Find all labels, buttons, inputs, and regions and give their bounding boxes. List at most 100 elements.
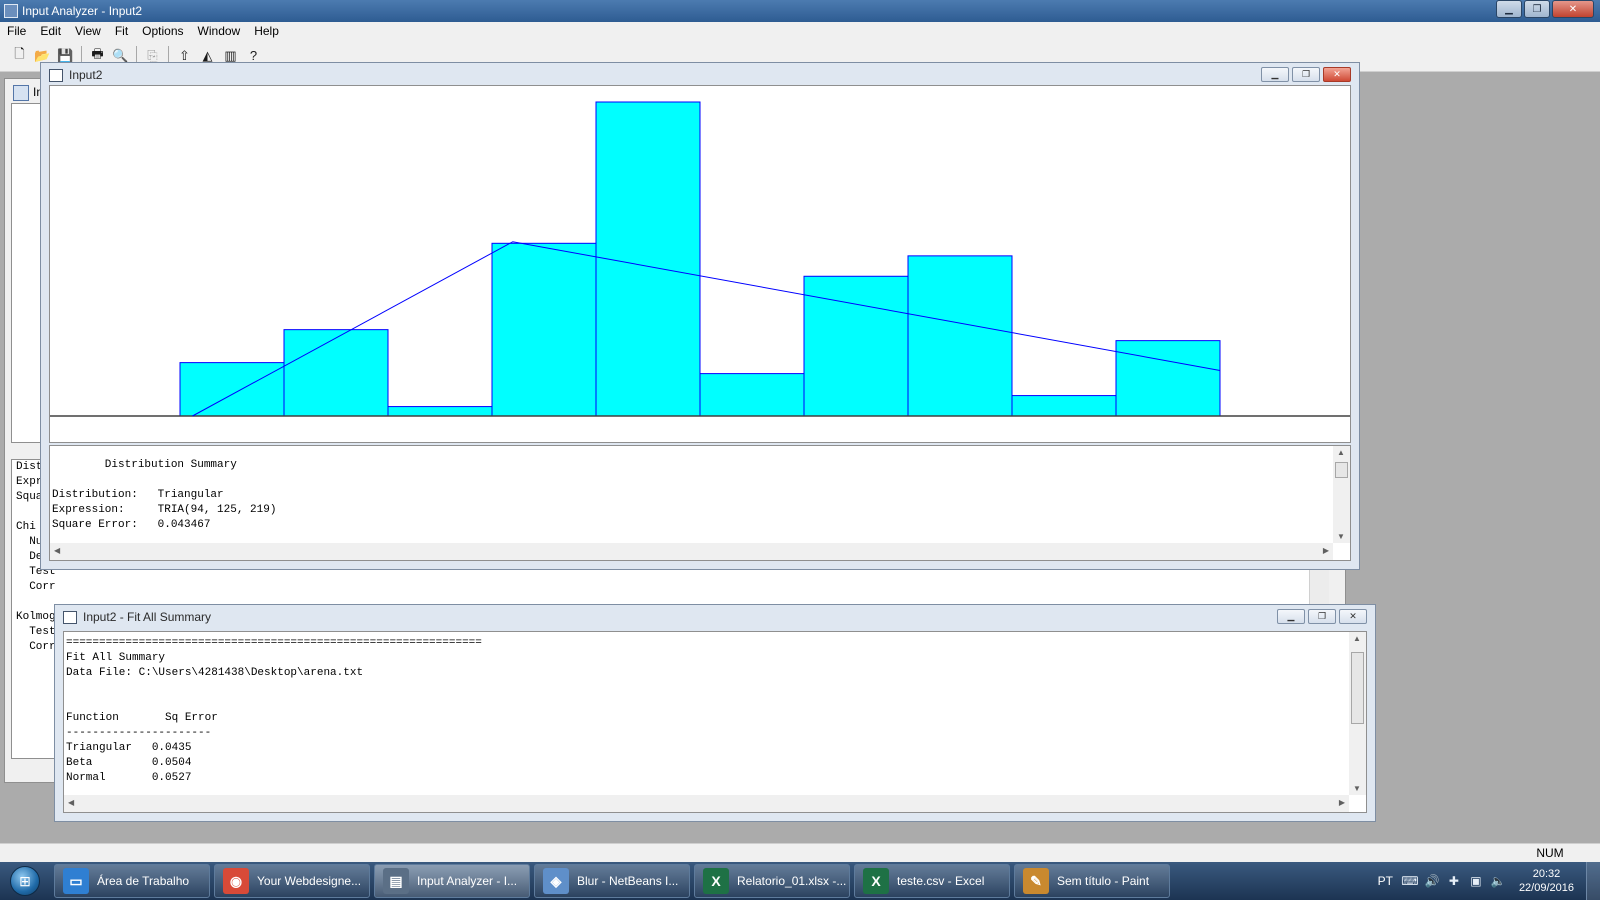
fit-window-close-button[interactable]: ✕ [1339, 609, 1367, 624]
fit-vertical-scrollbar[interactable]: ▲ ▼ [1349, 632, 1366, 795]
taskbar-item-label: Input Analyzer - I... [417, 874, 518, 888]
print-icon[interactable]: 🖶 [91, 45, 104, 61]
minimize-button[interactable]: ▁ [1496, 0, 1522, 18]
histogram-bar [1011, 395, 1117, 417]
fitted-distribution-curve [192, 241, 1221, 417]
language-indicator[interactable]: PT [1377, 874, 1393, 888]
fit-summary-line [66, 681, 482, 696]
context-help-icon[interactable]: ? [249, 48, 258, 63]
fit-scroll-left-arrow-icon[interactable]: ◀ [68, 798, 75, 807]
chart-window-maximize-button[interactable]: ❐ [1292, 67, 1320, 82]
fit-horizontal-scrollbar[interactable]: ◀ ▶ [64, 795, 1349, 812]
fit-summary-line: Normal 0.0527 [66, 772, 192, 784]
menu-options[interactable]: Options [142, 24, 184, 38]
app-icon [4, 4, 18, 18]
menu-fit[interactable]: Fit [114, 24, 129, 38]
desktop-icon: ▭ [63, 868, 89, 894]
menu-window[interactable]: Window [197, 24, 241, 38]
scroll-up-arrow-icon[interactable]: ▲ [1337, 448, 1345, 457]
fit-window-title-bar[interactable]: Input2 - Fit All Summary [55, 605, 1375, 629]
taskbar: ⊞ ▭ Área de Trabalho ◉ Your Webdesigne... ▤ I… [0, 862, 1600, 900]
summary-line [52, 473, 276, 488]
distribution-summary-pane[interactable]: Distribution Summary Distribution: Triang… [49, 445, 1351, 561]
save-icon[interactable]: 💾 [57, 47, 74, 63]
background-text-line: Dist [16, 461, 43, 473]
summary-vertical-scrollbar[interactable]: ▲ ▼ [1333, 446, 1350, 543]
scroll-thumb[interactable] [1335, 462, 1348, 478]
security-icon[interactable]: ✚ [1448, 874, 1459, 888]
menu-help[interactable]: Help [254, 24, 279, 38]
close-button[interactable]: ✕ [1552, 0, 1594, 18]
scroll-down-arrow-icon[interactable]: ▼ [1337, 532, 1345, 541]
fit-distribution-icon[interactable]: ◭ [202, 47, 213, 63]
fit-scroll-up-arrow-icon[interactable]: ▲ [1353, 634, 1361, 643]
background-text-line: Squa [16, 491, 43, 503]
fit-summary-line [66, 696, 482, 711]
clock[interactable]: 20:32 22/09/2016 [1519, 867, 1574, 895]
taskbar-item[interactable]: ◉ Your Webdesigne... [214, 864, 370, 898]
taskbar-item[interactable]: X Relatorio_01.xlsx -... [694, 864, 850, 898]
histogram-bar [283, 329, 389, 417]
system-tray: PT ⌨ 🔊 ✚ ▣ 🔈 20:32 22/09/2016 [1378, 862, 1600, 900]
scroll-left-arrow-icon[interactable]: ◀ [54, 546, 61, 555]
background-text-line: Test [16, 626, 56, 638]
background-text-line: Expr [16, 476, 43, 488]
fit-window-minimize-button[interactable]: ▁ [1277, 609, 1305, 624]
volume-icon[interactable]: 🔊 [1424, 874, 1440, 888]
scroll-right-arrow-icon[interactable]: ▶ [1322, 546, 1329, 555]
taskbar-item[interactable]: ▤ Input Analyzer - I... [374, 864, 530, 898]
histogram-chart [50, 101, 1350, 417]
fit-summary-line: ========================================… [66, 637, 482, 649]
chart-window-controls: ▁ ❐ ✕ [1261, 67, 1351, 82]
taskbar-items: ▭ Área de Trabalho ◉ Your Webdesigne... ▤ Inp… [50, 864, 1170, 898]
netbeans-icon: ◈ [543, 868, 569, 894]
menu-bar: File Edit View Fit Options Window Help [0, 22, 1600, 40]
copy-icon[interactable]: ⎘ [147, 47, 158, 63]
toolbar-separator [168, 45, 169, 66]
network-icon[interactable]: ▣ [1470, 874, 1482, 888]
background-text-line: Corr [16, 641, 56, 653]
new-document-icon[interactable]: 🗋 [14, 45, 25, 61]
keyboard-icon[interactable]: ⌨ [1401, 874, 1419, 888]
clock-time: 20:32 [1532, 868, 1561, 880]
menu-edit[interactable]: Edit [40, 24, 62, 38]
fit-window-controls: ▁ ❐ ✕ [1277, 609, 1367, 624]
fit-scroll-thumb[interactable] [1351, 652, 1364, 724]
fit-summary-line: Function Sq Error [66, 712, 218, 724]
taskbar-item[interactable]: ✎ Sem título - Paint [1014, 864, 1170, 898]
histogram-bar [595, 101, 701, 417]
menu-file[interactable]: File [7, 24, 27, 38]
histogram-bar [699, 373, 805, 417]
fit-summary-line: Fit All Summary [66, 652, 166, 664]
data-file-icon[interactable]: ⇧ [179, 47, 190, 63]
menu-view[interactable]: View [75, 24, 101, 38]
chart-window-title-bar[interactable]: Input2 [41, 63, 1359, 87]
fit-summary-text: ========================================… [66, 636, 482, 786]
start-button[interactable]: ⊞ [0, 862, 50, 900]
toolbar-separator [81, 45, 82, 66]
chart-window-minimize-button[interactable]: ▁ [1261, 67, 1289, 82]
fit-all-summary-window[interactable]: Input2 - Fit All Summary ▁ ❐ ✕ =========… [54, 604, 1376, 822]
summary-horizontal-scrollbar[interactable]: ◀ ▶ [50, 543, 1333, 560]
fit-window-maximize-button[interactable]: ❐ [1308, 609, 1336, 624]
taskbar-item[interactable]: ◈ Blur - NetBeans I... [534, 864, 690, 898]
chart-window-icon [49, 68, 63, 82]
print-preview-icon[interactable]: 🔍 [112, 47, 129, 63]
chart-window-close-button[interactable]: ✕ [1323, 67, 1351, 82]
summary-line: Square Error: 0.043467 [52, 519, 211, 531]
fit-summary-line: Data File: C:\Users\4281438\Desktop\aren… [66, 667, 364, 679]
fit-scroll-down-arrow-icon[interactable]: ▼ [1353, 784, 1361, 793]
histogram-icon[interactable]: ▥ [224, 47, 237, 63]
status-bar: NUM [0, 843, 1600, 863]
show-desktop-button[interactable] [1586, 862, 1600, 900]
fit-summary-pane[interactable]: ========================================… [63, 631, 1367, 813]
histogram-chart-area [49, 85, 1351, 443]
taskbar-item[interactable]: ▭ Área de Trabalho [54, 864, 210, 898]
open-folder-icon[interactable]: 📂 [34, 47, 51, 63]
input2-chart-window[interactable]: Input2 ▁ ❐ ✕ Distribution Summary Distrib… [40, 62, 1360, 570]
histogram-bar [1115, 340, 1221, 417]
maximize-button[interactable]: ❐ [1524, 0, 1550, 18]
fit-scroll-right-arrow-icon[interactable]: ▶ [1338, 798, 1345, 807]
speaker-icon[interactable]: 🔈 [1490, 874, 1506, 888]
